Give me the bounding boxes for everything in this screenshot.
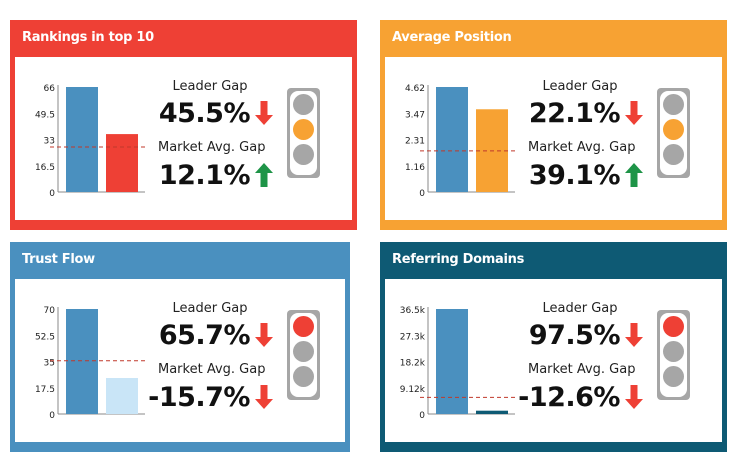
y-tick-label: 0	[419, 189, 425, 199]
arrow-down-icon	[255, 323, 273, 347]
y-tick-label: 0	[419, 411, 425, 421]
y-tick-label: 70	[44, 306, 56, 316]
leader-gap-label: Leader Gap	[172, 301, 248, 316]
traffic-light-lamp	[663, 144, 684, 165]
arrow-up-icon	[255, 163, 273, 187]
leader-gap-value: 22.1%	[528, 98, 621, 129]
bar-chart: 66 49.5 33 16.5 0	[35, 84, 145, 199]
traffic-light-lamp	[663, 341, 684, 362]
arrow-down-icon	[625, 385, 643, 409]
leader-gap-value: 45.5%	[158, 98, 251, 129]
panel-referring-domains: Referring Domains Leader Gap 97.5% Marke…	[380, 242, 727, 452]
y-tick-label: 35	[44, 359, 55, 369]
bar	[106, 134, 138, 192]
market-avg-gap-label: Market Avg. Gap	[528, 362, 636, 377]
y-tick-label: 0	[49, 189, 55, 199]
panel-title: Referring Domains	[392, 252, 525, 267]
traffic-light-lamp	[293, 366, 314, 387]
panel-trust-flow: Trust Flow Leader Gap 65.7% Market Avg. …	[10, 242, 350, 452]
y-tick-label: 4.62	[405, 84, 425, 94]
bar	[436, 87, 468, 192]
market-avg-gap-label: Market Avg. Gap	[528, 140, 636, 155]
panel-title: Rankings in top 10	[22, 30, 154, 45]
bar-chart: 70 52.5 35 17.5 0	[35, 306, 145, 421]
traffic-light-icon	[657, 88, 690, 178]
y-tick-label: 18.2k	[400, 359, 426, 369]
traffic-light-lamp	[663, 316, 684, 337]
traffic-light-lamp	[663, 119, 684, 140]
y-tick-label: 52.5	[35, 332, 55, 342]
panel-average-position: Average Position Leader Gap 22.1% Market…	[380, 20, 727, 230]
market-avg-gap-value: -12.6%	[518, 382, 620, 413]
arrow-down-icon	[255, 385, 273, 409]
bar	[66, 87, 98, 192]
arrow-down-icon	[625, 323, 643, 347]
bar-chart: 36.5k 27.3k 18.2k 9.12k 0	[400, 306, 515, 421]
traffic-light-icon	[287, 310, 320, 400]
traffic-light-lamp	[293, 94, 314, 115]
panel-rankings-in-top-10: Rankings in top 10 Leader Gap 45.5% Mark…	[10, 20, 357, 230]
bar-chart: 4.62 3.47 2.31 1.16 0	[405, 84, 515, 199]
bar	[476, 410, 508, 414]
y-tick-label: 16.5	[35, 163, 55, 173]
arrow-down-icon	[625, 101, 643, 125]
y-tick-label: 27.3k	[400, 332, 426, 342]
market-avg-gap-value: -15.7%	[148, 382, 250, 413]
market-avg-gap-label: Market Avg. Gap	[158, 140, 266, 155]
leader-gap-label: Leader Gap	[542, 301, 618, 316]
bar	[66, 309, 98, 414]
market-avg-gap-value: 39.1%	[528, 160, 621, 191]
market-avg-gap-value: 12.1%	[158, 160, 251, 191]
panel-title: Average Position	[392, 30, 512, 45]
y-tick-label: 33	[44, 137, 55, 147]
leader-gap-label: Leader Gap	[172, 79, 248, 94]
y-tick-label: 3.47	[405, 110, 425, 120]
arrow-down-icon	[255, 101, 273, 125]
y-tick-label: 36.5k	[400, 306, 426, 316]
leader-gap-value: 65.7%	[158, 320, 251, 351]
traffic-light-lamp	[663, 366, 684, 387]
traffic-light-lamp	[663, 94, 684, 115]
y-tick-label: 0	[49, 411, 55, 421]
bar	[106, 378, 138, 414]
traffic-light-lamp	[293, 316, 314, 337]
panel-title: Trust Flow	[22, 252, 95, 267]
traffic-light-icon	[657, 310, 690, 400]
y-tick-label: 49.5	[35, 110, 55, 120]
y-tick-label: 17.5	[35, 385, 55, 395]
traffic-light-icon	[287, 88, 320, 178]
y-tick-label: 1.16	[405, 163, 425, 173]
leader-gap-value: 97.5%	[528, 320, 621, 351]
y-tick-label: 9.12k	[400, 385, 426, 395]
traffic-light-lamp	[293, 119, 314, 140]
arrow-up-icon	[625, 163, 643, 187]
y-tick-label: 66	[44, 84, 56, 94]
market-avg-gap-label: Market Avg. Gap	[158, 362, 266, 377]
leader-gap-label: Leader Gap	[542, 79, 618, 94]
traffic-light-lamp	[293, 341, 314, 362]
bar	[436, 309, 468, 414]
y-tick-label: 2.31	[405, 137, 425, 147]
traffic-light-lamp	[293, 144, 314, 165]
